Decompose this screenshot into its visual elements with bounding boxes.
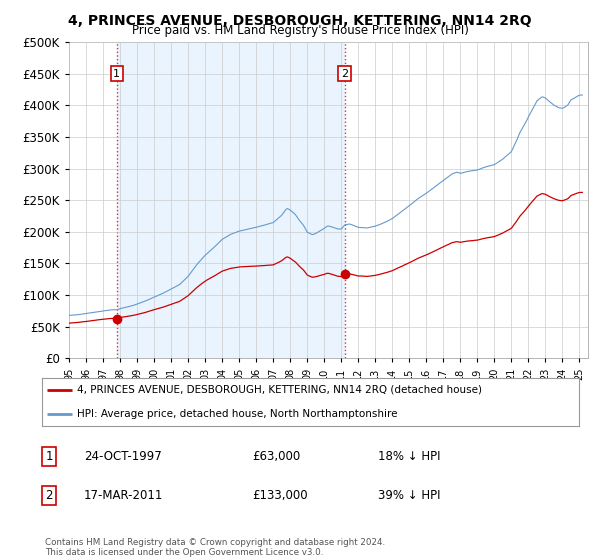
Text: £63,000: £63,000: [252, 450, 300, 463]
Text: 4, PRINCES AVENUE, DESBOROUGH, KETTERING, NN14 2RQ: 4, PRINCES AVENUE, DESBOROUGH, KETTERING…: [68, 14, 532, 28]
Text: 17-MAR-2011: 17-MAR-2011: [84, 489, 163, 502]
Text: Contains HM Land Registry data © Crown copyright and database right 2024.
This d: Contains HM Land Registry data © Crown c…: [45, 538, 385, 557]
Text: 39% ↓ HPI: 39% ↓ HPI: [378, 489, 440, 502]
Text: £133,000: £133,000: [252, 489, 308, 502]
Text: 4, PRINCES AVENUE, DESBOROUGH, KETTERING, NN14 2RQ (detached house): 4, PRINCES AVENUE, DESBOROUGH, KETTERING…: [77, 385, 482, 395]
Text: Price paid vs. HM Land Registry's House Price Index (HPI): Price paid vs. HM Land Registry's House …: [131, 24, 469, 37]
Text: 2: 2: [341, 69, 349, 78]
Text: 18% ↓ HPI: 18% ↓ HPI: [378, 450, 440, 463]
Text: 2: 2: [46, 489, 53, 502]
Text: 1: 1: [46, 450, 53, 463]
Text: 24-OCT-1997: 24-OCT-1997: [84, 450, 162, 463]
Text: 1: 1: [113, 69, 121, 78]
Bar: [117, 42, 345, 358]
Text: HPI: Average price, detached house, North Northamptonshire: HPI: Average price, detached house, Nort…: [77, 409, 397, 419]
